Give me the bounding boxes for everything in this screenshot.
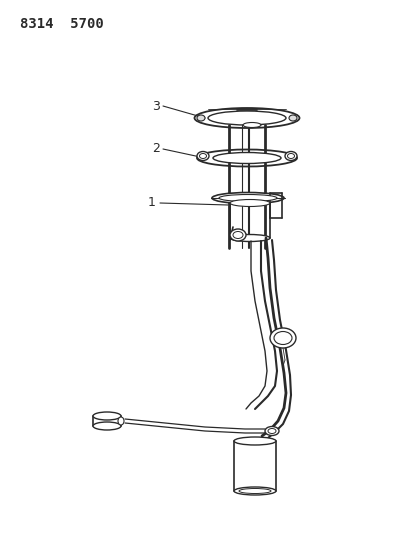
Ellipse shape xyxy=(194,108,300,128)
Ellipse shape xyxy=(285,151,297,160)
Ellipse shape xyxy=(270,328,296,348)
Text: 2: 2 xyxy=(152,142,160,156)
Ellipse shape xyxy=(234,437,276,445)
Text: 3: 3 xyxy=(152,100,160,112)
Ellipse shape xyxy=(230,199,270,206)
Ellipse shape xyxy=(197,115,205,121)
Ellipse shape xyxy=(234,487,276,495)
Ellipse shape xyxy=(274,332,292,344)
Ellipse shape xyxy=(230,235,270,241)
Ellipse shape xyxy=(268,429,276,433)
Text: 1: 1 xyxy=(148,197,156,209)
Ellipse shape xyxy=(219,195,277,201)
Ellipse shape xyxy=(288,154,294,158)
Ellipse shape xyxy=(265,426,279,435)
Ellipse shape xyxy=(197,151,209,160)
Ellipse shape xyxy=(243,123,261,127)
Text: 8314  5700: 8314 5700 xyxy=(20,17,104,31)
Ellipse shape xyxy=(208,111,286,125)
Ellipse shape xyxy=(200,154,207,158)
Ellipse shape xyxy=(239,489,271,494)
Ellipse shape xyxy=(93,422,121,430)
Ellipse shape xyxy=(230,229,246,241)
Ellipse shape xyxy=(212,192,284,204)
Ellipse shape xyxy=(197,149,297,166)
Ellipse shape xyxy=(93,412,121,420)
Ellipse shape xyxy=(118,417,124,425)
Ellipse shape xyxy=(213,152,281,164)
Ellipse shape xyxy=(233,231,243,238)
Ellipse shape xyxy=(289,115,297,121)
